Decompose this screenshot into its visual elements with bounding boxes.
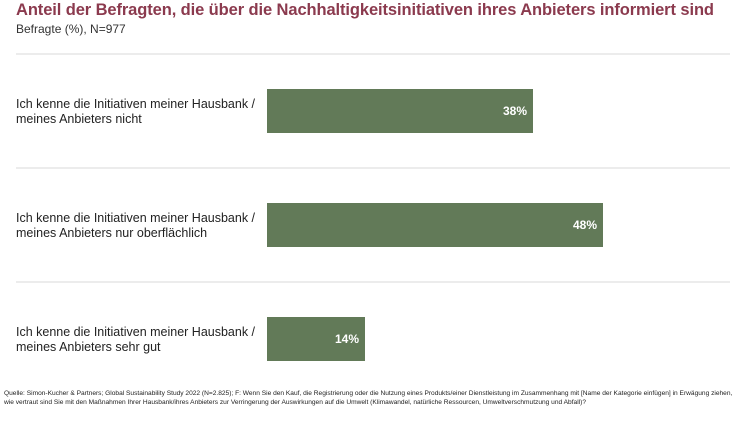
category-label: Ich kenne die Initiativen meiner Hausban… xyxy=(16,325,256,354)
chart-title: Anteil der Befragten, die über die Nachh… xyxy=(16,1,714,19)
data-label: 48% xyxy=(573,218,597,232)
bar xyxy=(267,317,365,361)
bar-chart: Ich kenne die Initiativen meiner Hausban… xyxy=(16,53,730,361)
bar xyxy=(267,203,603,247)
chart-subtitle: Befragte (%), N=977 xyxy=(16,22,126,36)
source-note: Quelle: Simon-Kucher & Partners; Global … xyxy=(4,390,733,406)
data-label: 38% xyxy=(503,104,527,118)
data-label: 14% xyxy=(335,332,359,346)
category-label: Ich kenne die Initiativen meiner Hausban… xyxy=(16,97,256,126)
category-label: Ich kenne die Initiativen meiner Hausban… xyxy=(16,211,256,240)
bar xyxy=(267,89,533,133)
